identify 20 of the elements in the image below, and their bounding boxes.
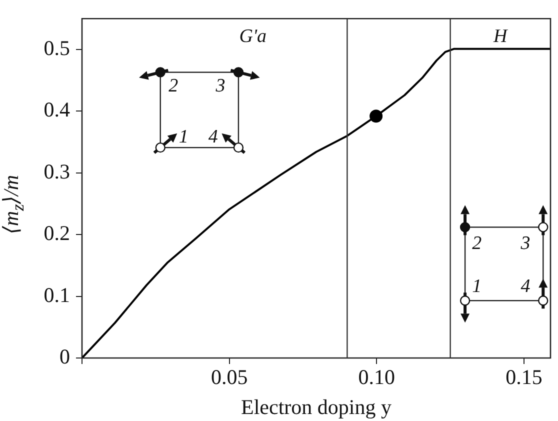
annotation: G'a [239,26,267,48]
x-tick-label: 0.05 [210,365,248,390]
y-tick-label: 0 [60,344,70,369]
y-tick-label: 0.1 [44,282,70,307]
annotation: 3 [520,232,530,254]
annotation: 4 [208,126,218,148]
x-tick-label: 0.15 [506,365,542,390]
y-tick-label: 0.4 [44,98,70,122]
annotation: 3 [214,75,226,96]
x-tick-label: 0.10 [358,365,396,390]
x-axis-title: Electron doping y [241,394,392,419]
annotation: 2 [168,75,179,96]
y-tick-label: 0.3 [44,159,70,184]
annotation: 1 [472,276,482,298]
annotation: H [492,26,509,48]
y-tick-label: 0.5 [44,36,70,60]
annotation: 1 [178,126,188,148]
annotation: 4 [520,276,531,298]
annotation: 2 [472,232,482,254]
y-tick-label: 0.2 [44,221,70,246]
